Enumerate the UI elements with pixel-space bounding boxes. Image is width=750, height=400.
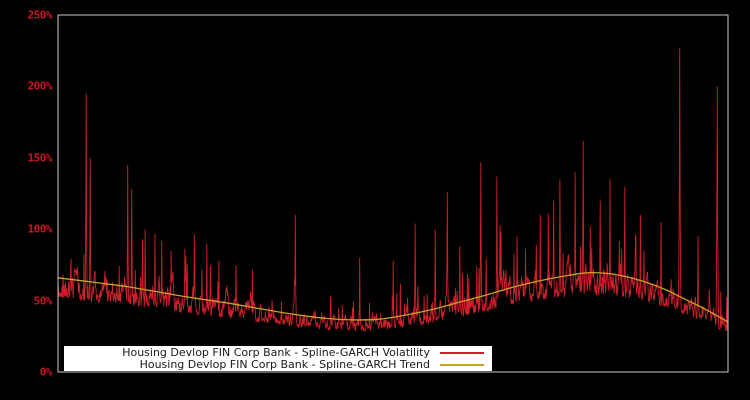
y-axis-tick-label: 100% — [27, 222, 53, 236]
y-axis-tick-label: 250% — [27, 8, 53, 22]
trend-series-line — [58, 271, 728, 323]
y-axis-tick-label: 0% — [39, 365, 53, 379]
y-axis-tick-label: 50% — [33, 294, 53, 308]
legend-label-volatility: Housing Devlop FIN Corp Bank - Spline-GA… — [122, 345, 430, 359]
y-axis-tick-labels: 0% 50% 100% 150% 200% 250% — [0, 0, 53, 400]
legend: Housing Devlop FIN Corp Bank - Spline-GA… — [64, 346, 492, 371]
legend-item-trend: Housing Devlop FIN Corp Bank - Spline-GA… — [64, 357, 492, 371]
legend-line-sample-trend — [440, 363, 484, 366]
legend-line-sample-volatility — [440, 351, 484, 354]
legend-item-volatility: Housing Devlop FIN Corp Bank - Spline-GA… — [64, 345, 492, 359]
legend-label-trend: Housing Devlop FIN Corp Bank - Spline-GA… — [139, 357, 430, 371]
y-axis-tick-label: 150% — [27, 151, 53, 165]
plot-border — [57, 14, 729, 373]
volatility-series-line — [58, 47, 728, 333]
y-axis-tick-label: 200% — [27, 79, 53, 93]
